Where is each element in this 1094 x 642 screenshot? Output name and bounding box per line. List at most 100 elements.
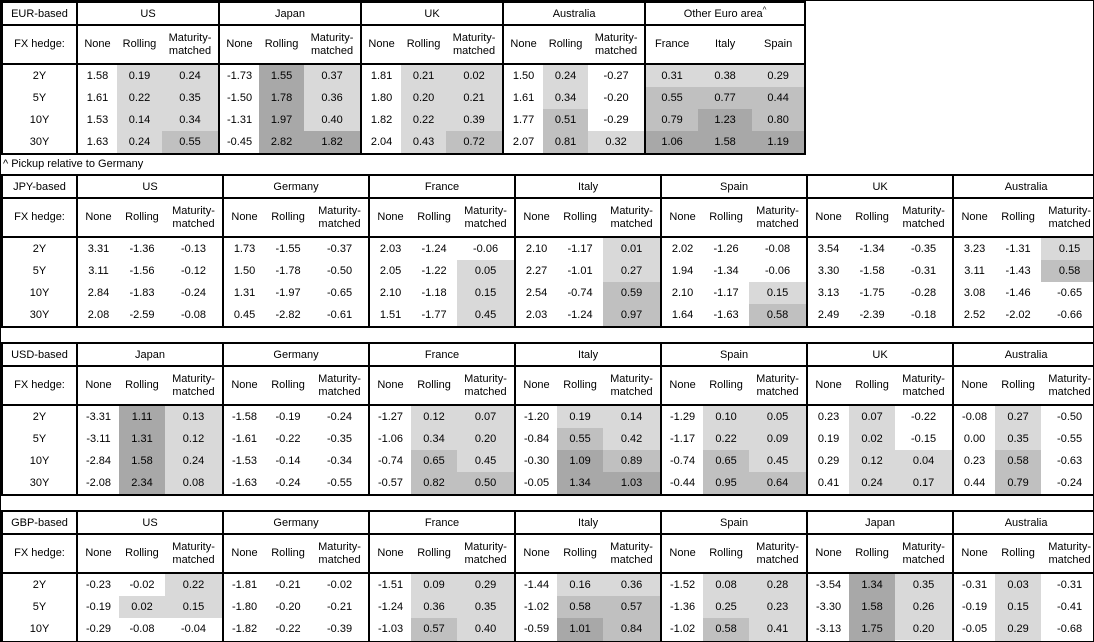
sub-column-header: Maturity-matched [446, 25, 504, 65]
value-cell: -1.31 [218, 109, 260, 131]
sub-column-header: None [222, 366, 266, 406]
value-cell: 0.55 [162, 131, 220, 154]
sub-column-header: None [660, 534, 704, 574]
sub-column-header: Maturity-matched [603, 534, 662, 574]
maturity-row-label: 10Y [2, 618, 78, 640]
value-cell: 0.03 [952, 640, 996, 641]
value-cell: -0.27 [603, 70, 629, 82]
maturity-row: 30Y 2.08 -2.59 -0.08 0.45 -2.82 -0.61 1.51 -1.77… [2, 304, 1093, 327]
value-cell: -3.11 [76, 428, 119, 450]
value-cell: -0.24 [275, 477, 301, 489]
value-cell: 0.10 [703, 405, 750, 428]
maturity-row: 10Y -2.84 1.58 0.24 -1.53 -0.14 -0.34 -0.74 0.65… [2, 450, 1093, 472]
value-cell: -3.54 [806, 573, 850, 596]
value-cell: 0.02 [446, 64, 504, 87]
value-cell: -1.34 [859, 243, 885, 255]
value-cell: -1.75 [859, 287, 885, 299]
value-cell: 1.55 [259, 64, 305, 87]
value-cell: -1.17 [567, 243, 593, 255]
value-cell: 0.58 [557, 596, 604, 618]
maturity-row: 5Y 3.11 -1.56 -0.12 1.50 -1.78 -0.50 2.05 -1.22 0… [2, 260, 1093, 282]
value-cell: 0.29 [806, 450, 850, 472]
value-cell: 0.14 [117, 109, 162, 131]
country-header: Spain [660, 175, 808, 199]
value-cell: 0.41 [806, 472, 850, 495]
sub-column-header: Maturity-matched [311, 366, 370, 406]
value-cell: 0.26 [895, 596, 954, 618]
value-cell: 1.61 [76, 87, 117, 109]
country-header: US [75, 175, 224, 199]
country-header: UK [806, 175, 954, 199]
sub-column-header: Maturity-matched [895, 366, 954, 406]
value-cell: 2.27 [514, 260, 558, 282]
value-cell: 0.08 [703, 573, 750, 596]
value-cell: -1.06 [368, 428, 412, 450]
value-cell: 0.79 [995, 472, 1042, 495]
value-cell: 0.89 [603, 450, 662, 472]
value-cell: 0.58 [703, 618, 750, 640]
value-cell: -0.45 [514, 640, 558, 641]
value-cell: 1.81 [360, 64, 402, 87]
sub-column-header: Rolling [703, 534, 750, 574]
value-cell: -2.82 [275, 309, 301, 321]
value-cell: -1.83 [129, 287, 155, 299]
value-cell: 0.40 [304, 109, 362, 131]
maturity-row: 30Y -2.08 2.34 0.08 -1.63 -0.24 -0.55 -0.57 0.82… [2, 472, 1093, 495]
value-cell: 0.24 [117, 131, 162, 154]
value-cell: -0.35 [326, 433, 353, 445]
value-cell: 1.82 [360, 109, 402, 131]
value-cell: 0.37 [995, 640, 1042, 641]
value-cell: 0.24 [162, 64, 220, 87]
value-cell: 0.36 [304, 87, 362, 109]
value-cell: 2.08 [76, 304, 119, 327]
value-cell: -1.27 [368, 405, 412, 428]
value-cell: -2.59 [129, 309, 155, 321]
sub-column-header: Rolling [849, 366, 896, 406]
value-cell: 0.77 [698, 87, 753, 109]
base-label: EUR-based [2, 2, 78, 26]
value-cell: -0.05 [952, 618, 996, 640]
value-cell: 0.57 [411, 618, 458, 640]
maturity-row: 10Y 1.53 0.14 0.34 -1.31 1.97 0.40 1.82 0.22 0.39… [2, 109, 806, 131]
value-cell: 0.34 [543, 87, 589, 109]
maturity-row: 5Y -0.19 0.02 0.15 -1.80 -0.20 -0.21 -1.24 0.36 0… [2, 596, 1093, 618]
value-cell: 0.35 [995, 428, 1042, 450]
value-cell: 2.03 [368, 237, 412, 260]
value-cell: 2.05 [368, 260, 412, 282]
value-cell: 3.31 [76, 237, 119, 260]
country-header: France [368, 511, 516, 535]
value-cell: 0.45 [749, 450, 808, 472]
value-cell: -0.22 [275, 433, 301, 445]
value-cell: -0.50 [1057, 411, 1083, 423]
value-cell: -1.82 [222, 618, 266, 640]
value-cell: -1.55 [275, 243, 301, 255]
maturity-row-label: 10Y [2, 282, 78, 304]
value-cell: -0.22 [911, 411, 937, 423]
value-cell: -1.63 [713, 309, 739, 321]
sub-column-header: Maturity-matched [603, 198, 662, 238]
value-cell: -1.81 [222, 573, 266, 596]
maturity-row: 5Y 1.61 0.22 0.35 -1.50 1.78 0.36 1.80 0.20 0.21 1… [2, 87, 806, 109]
sub-column-header: None [368, 198, 412, 238]
value-cell: 0.39 [446, 109, 504, 131]
value-cell: -0.84 [660, 640, 704, 641]
value-cell: 3.13 [806, 282, 850, 304]
value-cell: -0.04 [180, 623, 207, 635]
value-cell: -0.05 [514, 472, 558, 495]
country-header: Germany [222, 175, 370, 199]
sub-column-header: None [76, 366, 119, 406]
value-cell: -0.55 [1057, 433, 1083, 445]
value-cell: -0.19 [76, 596, 119, 618]
value-cell: 0.15 [165, 596, 224, 618]
value-cell: -0.21 [326, 601, 353, 613]
value-cell: -0.19 [952, 596, 996, 618]
value-cell: 0.15 [749, 282, 808, 304]
maturity-row-label: 2Y [2, 573, 78, 596]
fx-hedge-label: FX hedge: [2, 198, 78, 238]
sub-column-header: None [222, 198, 266, 238]
value-cell: -2.39 [859, 309, 885, 321]
value-cell: -0.24 [180, 287, 207, 299]
value-cell: 0.12 [165, 428, 224, 450]
maturity-row-label: 30Y [2, 472, 78, 495]
value-cell: 3.30 [806, 260, 850, 282]
